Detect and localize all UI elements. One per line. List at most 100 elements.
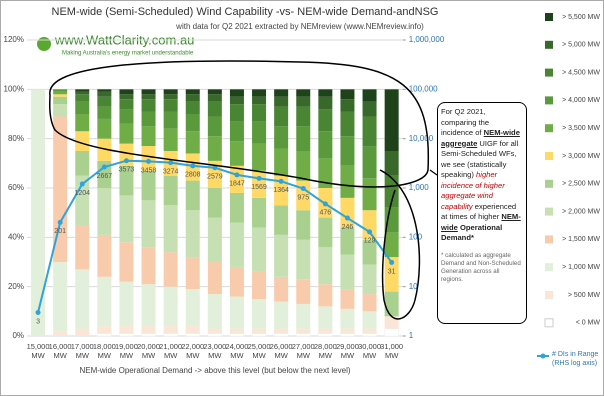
data-label: 246 [342,224,354,231]
bar-segment [207,89,222,95]
bar-segment [340,99,355,112]
data-label: 476 [320,210,332,217]
bar-segment [362,146,377,179]
bar-segment [318,333,333,337]
x-tick-label: 31,000 MW [380,342,404,360]
legend-label: > 4,000 MW [562,97,600,104]
legend-label: > 1,000 MW [562,264,600,271]
y2-tick-label: 1 [409,331,414,340]
bar-segment [318,328,333,334]
data-label: 3573 [119,167,135,174]
bar-segment [53,96,68,105]
bar-segment [97,118,112,139]
bar-segment [141,200,156,248]
bar-segment [75,91,90,95]
data-label: 1847 [229,181,245,188]
bar-segment [229,89,244,97]
bar-segment [229,192,244,223]
x-tick-label: 26,000 MW [269,342,293,360]
bar-segment [119,89,134,95]
bar-segment [119,109,134,124]
bar-segment [163,326,178,334]
bar-segment [340,254,355,290]
bar-segment [141,126,156,147]
bar-segment [318,284,333,307]
y-tick-label: 60% [8,183,24,192]
bar-segment [141,333,156,337]
x-tick-label: 28,000 MW [313,342,337,360]
legend-swatch [545,235,553,244]
legend-swatch [545,179,553,188]
data-label: 2808 [185,172,201,179]
bar-segment [252,121,267,144]
legend-label: > 5,500 MW [562,14,600,21]
bar-segment [296,328,311,334]
x-tick-label: 15,000 MW [26,342,50,360]
x-tick-label: 27,000 MW [291,342,315,360]
bar-segment [252,143,267,171]
bar-segment [229,266,244,297]
line-point [79,181,85,187]
x-tick-label: 16,000 MW [48,342,72,360]
x-axis-label: NEM-wide Operational Demand -> above thi… [79,366,350,375]
bar-segment [185,131,200,154]
line-point [146,158,152,164]
bar-segment [185,114,200,132]
bar-segment [75,101,90,114]
x-tick-label: 19,000 MW [114,342,138,360]
x-tick-label: 25,000 MW [247,342,271,360]
bar-segment [340,289,355,309]
legend-swatch [545,124,553,133]
bar-segment [163,205,178,253]
legend-label: < 0 MW [576,320,601,327]
x-tick-label: 24,000 MW [225,342,249,360]
bar-segment [274,126,289,149]
bar-segment [318,96,333,110]
bar-segment [340,308,355,329]
y2-tick-label: 10,000 [409,134,434,143]
data-label: 975 [297,194,309,201]
bar-segment [163,252,178,287]
bar-segment [119,94,134,100]
bar-segment [119,195,134,243]
bar-segment [163,333,178,337]
line-point [123,158,129,164]
bar-segment [340,111,355,137]
bar-segment [384,175,399,208]
line-point [212,165,218,171]
bar-segment [53,116,68,262]
bar-segment [141,146,156,171]
bar-segment [274,328,289,334]
bar-segment [274,205,289,235]
y2-tick-label: 100 [409,232,423,241]
bar-segment [229,296,244,329]
bar-segment [384,257,399,292]
bar-segment [273,333,289,337]
bar-segment [75,269,90,329]
legend-swatch [545,207,553,216]
bar-segment [362,311,377,329]
y2-tick-label: 100,000 [409,84,438,93]
bar-segment [318,131,333,159]
annotation-text: For Q2 2021, comparing the incidence of [441,107,490,137]
bar-segment [229,222,244,267]
annotation-text: UIGF for all Semi-Scheduled WFs, we see … [441,138,519,180]
legend-label: > 500 MW [568,292,600,299]
bar-segment [163,175,178,206]
bar-segment [185,101,200,114]
bar-segment [53,89,68,92]
x-tick-label: 30,000 MW [358,342,382,360]
bar-segment [207,294,222,329]
line-point [57,219,63,225]
bar-segment [318,217,333,248]
legend: > 5,500 MW > 5,000 MW > 4,500 MW > 4,000 MW… [537,13,601,367]
bar-segment [362,178,377,211]
bar-segment [97,188,112,235]
bar-segment [229,141,244,166]
bar-segment [252,197,267,228]
annotation-text: NEM-wide aggregate [441,128,520,148]
bar-segment [362,101,377,117]
line-point [256,175,262,181]
x-tick-label: 20,000 MW [137,342,161,360]
